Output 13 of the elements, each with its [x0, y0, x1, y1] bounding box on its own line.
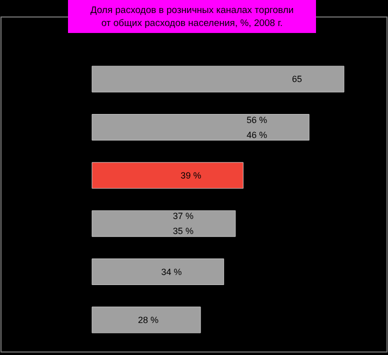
text: 56 % 46 % [246, 114, 268, 140]
data-label: 65 [292, 74, 302, 84]
bar [92, 258, 224, 285]
bar [92, 210, 236, 237]
data-label: 28 % [138, 314, 159, 325]
chart-title: Доля расходов в розничных каналах торговли от общих расходов населения, %, 2008 г. [90, 5, 294, 29]
data-label: 34 % [161, 266, 182, 277]
bar [92, 162, 244, 189]
data-label: 39 % [180, 170, 202, 180]
text: 37 % 35 % [172, 211, 194, 236]
bar [92, 66, 344, 92]
bar [92, 306, 201, 334]
bar [92, 114, 310, 140]
